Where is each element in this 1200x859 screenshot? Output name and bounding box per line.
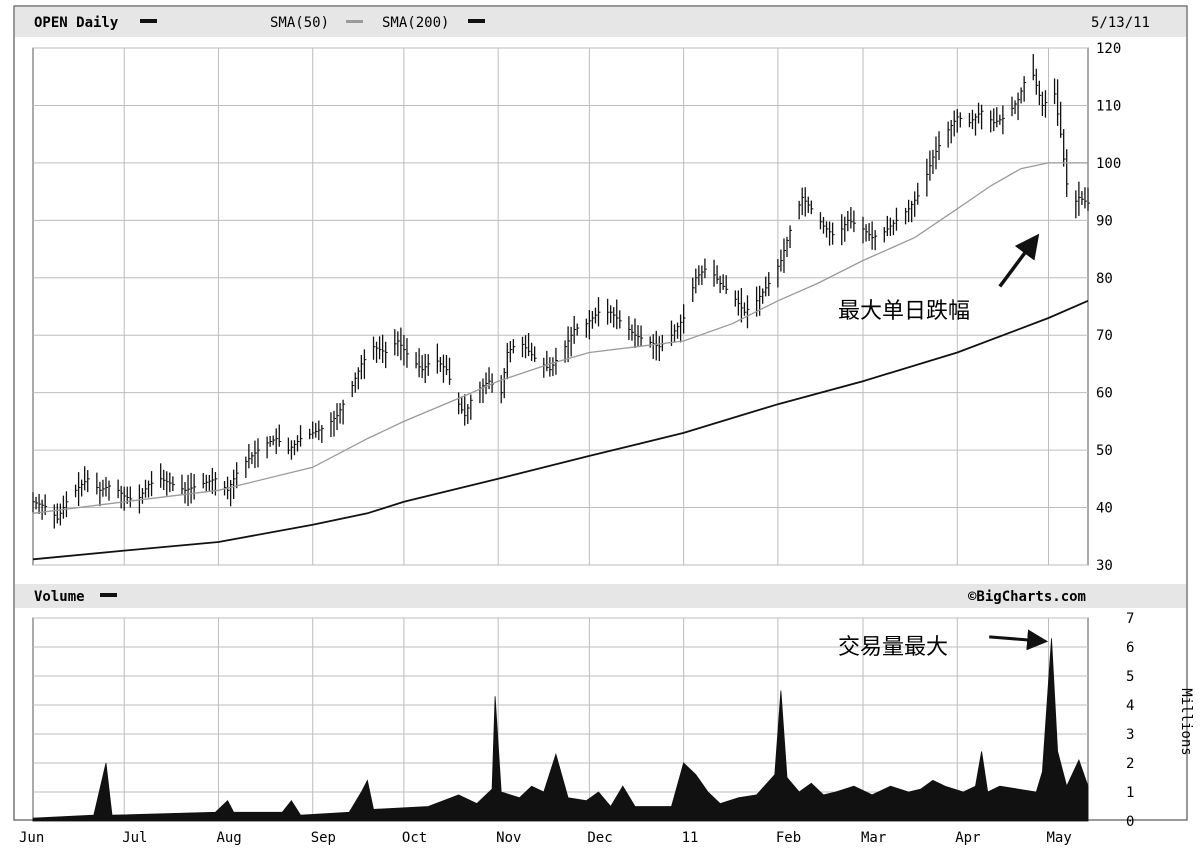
price-tick-label: 90 (1096, 213, 1113, 229)
x-tick-label: Aug (216, 830, 241, 846)
volume-tick-label: 1 (1126, 785, 1134, 801)
x-tick-label: Jul (122, 830, 147, 846)
symbol-legend-swatch (140, 19, 157, 23)
date-label: 5/13/11 (1091, 15, 1150, 31)
copyright-label: ©BigCharts.com (968, 589, 1086, 605)
volume-legend-swatch (100, 593, 117, 597)
price-note-arrow (998, 233, 1040, 288)
volume-tick-label: 2 (1126, 756, 1134, 772)
volume-y-axis: 0 1 2 3 4 5 6 7 (1126, 611, 1134, 830)
price-tick-label: 30 (1096, 558, 1113, 574)
price-tick-label: 60 (1096, 386, 1113, 402)
price-tick-label: 50 (1096, 443, 1113, 459)
x-tick-label: Oct (402, 830, 427, 846)
price-header-bar (15, 7, 1186, 37)
sma50-legend-swatch (346, 20, 363, 23)
x-tick-label: Dec (587, 830, 612, 846)
x-tick-label: Mar (861, 830, 886, 846)
x-tick-label: Jun (19, 830, 44, 846)
price-tick-label: 70 (1096, 328, 1113, 344)
x-tick-label: 11 (682, 830, 699, 846)
price-note: 最大单日跌幅 (838, 299, 970, 324)
price-tick-label: 100 (1096, 156, 1121, 172)
volume-area (32, 638, 1089, 822)
price-tick-label: 110 (1096, 98, 1121, 114)
x-tick-label: May (1046, 830, 1071, 846)
sma200-label: SMA(200) (382, 15, 449, 31)
price-bars (32, 54, 1090, 529)
volume-header-bar (15, 584, 1186, 608)
price-grid (33, 47, 1088, 566)
x-tick-label: Sep (311, 830, 336, 846)
volume-axis-label: Millions (1178, 688, 1194, 755)
sma50-line (32, 162, 1088, 514)
volume-tick-label: 3 (1126, 727, 1134, 743)
price-tick-label: 120 (1096, 41, 1121, 57)
price-tick-label: 80 (1096, 271, 1113, 287)
price-tick-label: 40 (1096, 501, 1113, 517)
sma50-label: SMA(50) (270, 15, 329, 31)
volume-tick-label: 6 (1126, 640, 1134, 656)
x-axis: Jun Jul Aug Sep Oct Nov Dec 11 Feb Mar Apr May (19, 830, 1072, 846)
volume-label: Volume (34, 589, 85, 605)
sma200-legend-swatch (468, 19, 485, 23)
symbol-label: OPEN Daily (34, 15, 119, 31)
volume-tick-label: 4 (1126, 698, 1134, 714)
volume-tick-label: 7 (1126, 611, 1134, 627)
chart-frame (13, 5, 1188, 821)
volume-note: 交易量最大 (838, 635, 948, 660)
price-y-axis: 30 40 50 60 70 80 90 100 110 120 (1096, 41, 1121, 574)
sma200-line (32, 299, 1089, 561)
x-tick-label: Feb (776, 830, 801, 846)
x-tick-label: Apr (955, 830, 980, 846)
x-tick-label: Nov (496, 830, 521, 846)
volume-tick-label: 5 (1126, 669, 1134, 685)
volume-note-arrow (989, 629, 1049, 651)
volume-tick-label: 0 (1126, 814, 1134, 830)
